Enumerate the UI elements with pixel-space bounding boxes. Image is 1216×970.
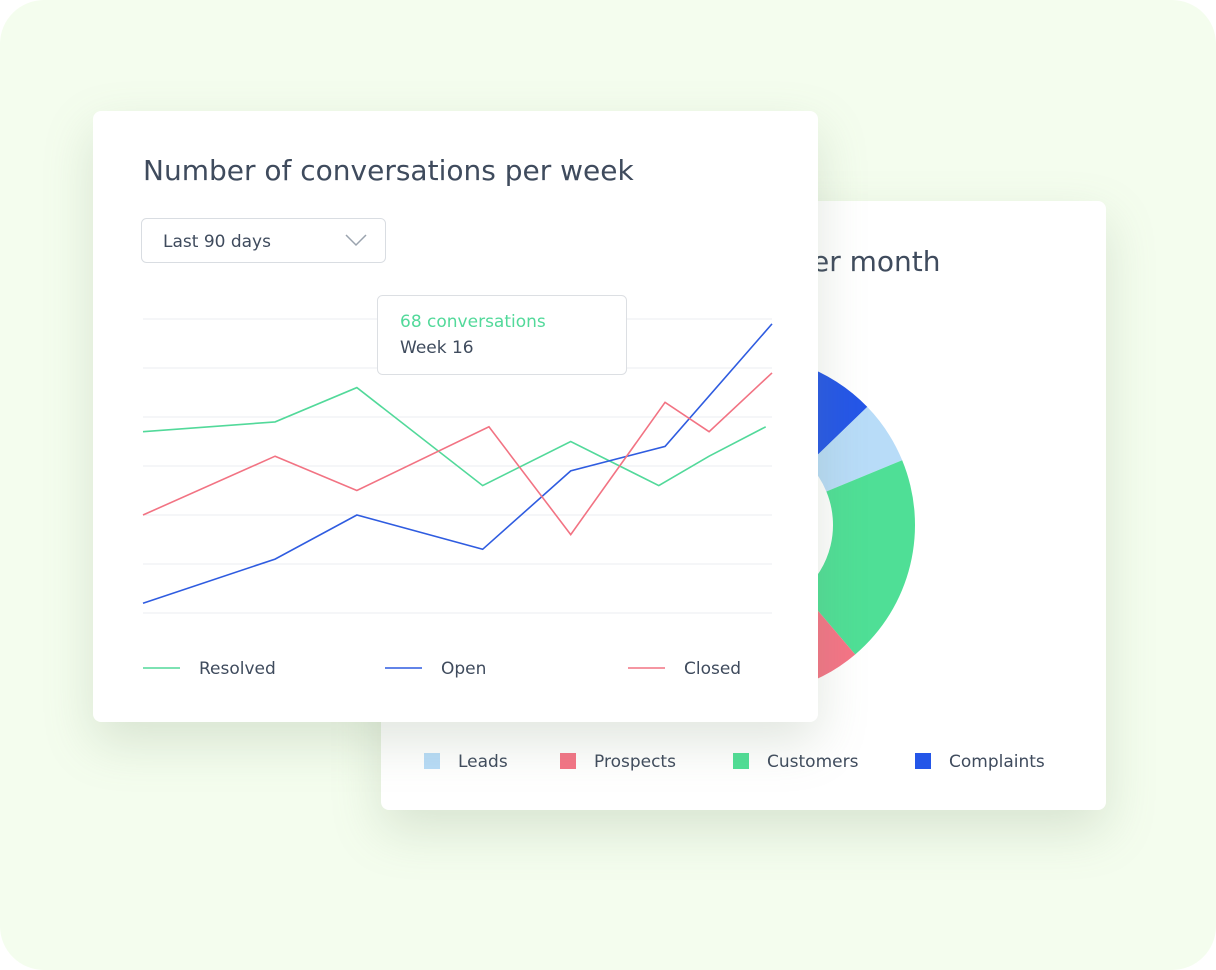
legend-label: Complaints xyxy=(949,752,1045,772)
tooltip-label: Week 16 xyxy=(400,338,474,358)
legend-label: Prospects xyxy=(594,752,676,772)
chart-title: er month xyxy=(812,245,941,278)
dropdown-arrow xyxy=(345,234,367,247)
legend-swatch xyxy=(915,753,931,769)
chart-title: Number of conversations per week xyxy=(143,154,634,187)
series-line xyxy=(142,386,767,487)
dropdown-label[interactable]: Last 90 days xyxy=(163,232,271,252)
series-line xyxy=(142,372,773,536)
donut-segment xyxy=(802,460,915,655)
donut-segment xyxy=(808,406,903,492)
legend-label: Open xyxy=(441,659,486,679)
tooltip-value: 68 conversations xyxy=(400,312,546,332)
tooltip xyxy=(377,295,627,375)
legend-label: Leads xyxy=(458,752,508,772)
legend-label: Customers xyxy=(767,752,859,772)
legend-swatch xyxy=(424,753,440,769)
legend-label: Closed xyxy=(684,659,741,679)
legend-swatch xyxy=(560,753,576,769)
legend-swatch xyxy=(733,753,749,769)
line-card: Number of conversations per week Last 90… xyxy=(93,111,818,722)
dropdown[interactable] xyxy=(141,218,386,263)
line-chart: Number of conversations per week Last 90… xyxy=(141,154,773,679)
series-line xyxy=(142,323,773,604)
legend-label: Resolved xyxy=(199,659,276,679)
